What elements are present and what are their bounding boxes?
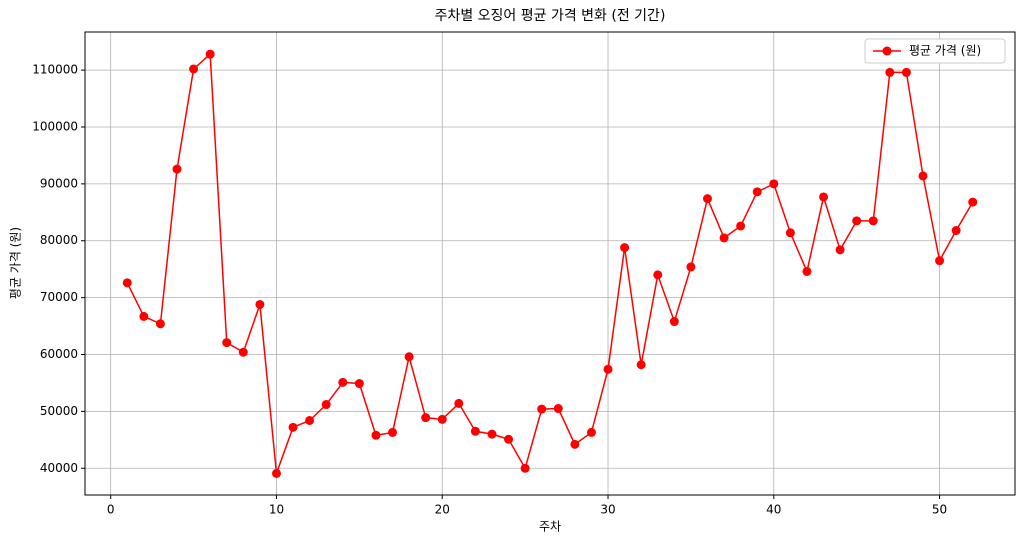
data-point bbox=[686, 262, 696, 272]
data-point bbox=[719, 233, 729, 243]
y-tick-label: 80000 bbox=[40, 233, 78, 247]
y-tick-label: 90000 bbox=[40, 176, 78, 190]
data-point bbox=[968, 197, 978, 207]
data-point bbox=[388, 427, 398, 437]
data-point bbox=[885, 67, 895, 77]
data-point bbox=[288, 422, 298, 432]
data-point bbox=[255, 299, 265, 309]
y-tick-label: 50000 bbox=[40, 404, 78, 418]
data-point bbox=[819, 192, 829, 202]
y-tick-label: 40000 bbox=[40, 461, 78, 475]
data-point bbox=[504, 434, 514, 444]
data-point bbox=[785, 228, 795, 238]
data-point bbox=[901, 67, 911, 77]
data-point bbox=[222, 338, 232, 348]
data-point bbox=[122, 278, 132, 288]
y-tick-label: 110000 bbox=[32, 63, 78, 77]
data-point bbox=[354, 379, 364, 389]
data-point bbox=[487, 429, 497, 439]
data-point bbox=[305, 415, 315, 425]
data-point bbox=[669, 317, 679, 327]
data-point bbox=[172, 164, 182, 174]
x-tick-label: 30 bbox=[600, 503, 615, 517]
data-point bbox=[802, 266, 812, 276]
data-point bbox=[835, 245, 845, 255]
data-point bbox=[404, 352, 414, 362]
data-point bbox=[238, 347, 248, 357]
data-point bbox=[603, 364, 613, 374]
x-tick-label: 40 bbox=[766, 503, 781, 517]
data-point bbox=[769, 179, 779, 189]
x-tick-label: 50 bbox=[932, 503, 947, 517]
data-point bbox=[586, 427, 596, 437]
data-point bbox=[205, 49, 215, 59]
data-point bbox=[636, 360, 646, 370]
x-tick-label: 0 bbox=[107, 503, 115, 517]
data-point bbox=[951, 226, 961, 236]
data-point bbox=[702, 194, 712, 204]
series-line bbox=[126, 52, 974, 474]
data-point bbox=[271, 468, 281, 478]
plot-frame bbox=[84, 31, 1016, 496]
data-point bbox=[620, 243, 630, 253]
data-point bbox=[470, 426, 480, 436]
data-point bbox=[537, 404, 547, 414]
data-point bbox=[189, 64, 199, 74]
y-tick-label: 100000 bbox=[32, 119, 78, 133]
legend-marker bbox=[882, 46, 892, 56]
data-point bbox=[321, 400, 331, 410]
y-tick-label: 70000 bbox=[40, 290, 78, 304]
data-point bbox=[736, 221, 746, 231]
data-point bbox=[338, 377, 348, 387]
chart-title: 주차별 오징어 평균 가격 변화 (전 기간) bbox=[435, 8, 666, 24]
x-tick-label: 20 bbox=[435, 503, 450, 517]
legend-box bbox=[864, 38, 1006, 64]
data-point bbox=[421, 413, 431, 423]
data-point bbox=[570, 439, 580, 449]
data-point bbox=[852, 216, 862, 226]
data-point bbox=[653, 270, 663, 280]
x-axis-label: 주차 bbox=[539, 520, 561, 534]
data-point bbox=[553, 404, 563, 414]
y-tick-label: 60000 bbox=[40, 347, 78, 361]
data-point bbox=[371, 430, 381, 440]
data-point bbox=[935, 256, 945, 266]
data-point bbox=[918, 171, 928, 181]
data-point bbox=[520, 463, 530, 473]
y-axis-label: 평균 가격 (원) bbox=[9, 227, 23, 299]
data-point bbox=[437, 414, 447, 424]
legend-label: 평균 가격 (원) bbox=[909, 44, 981, 58]
data-point bbox=[868, 216, 878, 226]
data-point bbox=[139, 311, 149, 321]
data-point bbox=[454, 398, 464, 408]
x-tick-label: 10 bbox=[269, 503, 284, 517]
data-point bbox=[155, 319, 165, 329]
data-point bbox=[752, 187, 762, 197]
